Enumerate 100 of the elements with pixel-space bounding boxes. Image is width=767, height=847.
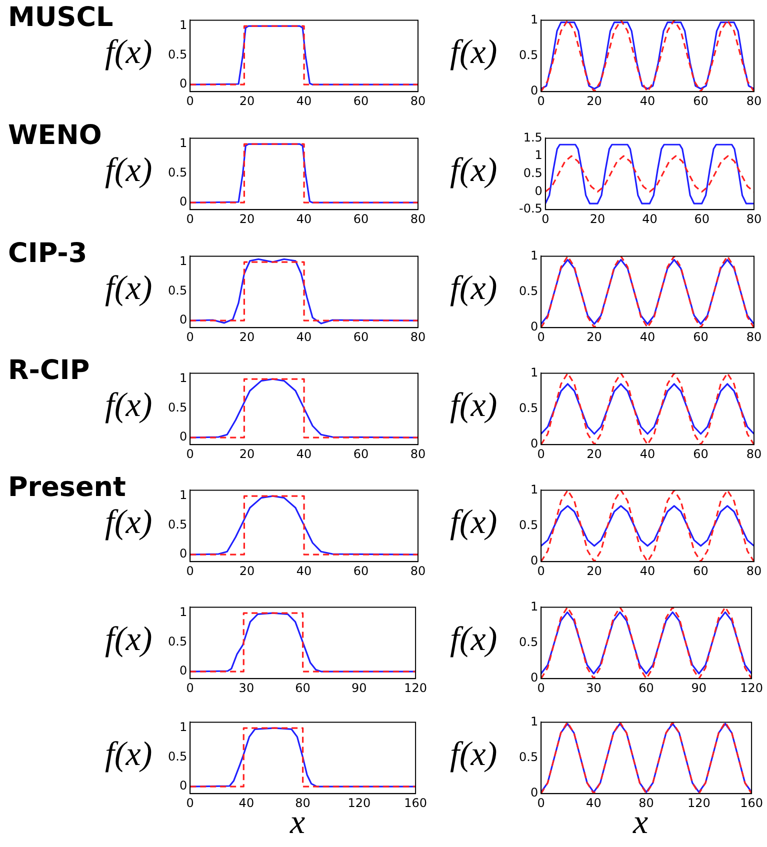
y-tick-label: 1 — [530, 12, 538, 26]
y-tick-label: 0.5 — [518, 284, 538, 298]
x-tick-label: 40 — [296, 212, 312, 226]
chart-title: WENO — [8, 120, 102, 151]
y-tick-label: 1 — [179, 371, 188, 386]
y-tick-label: 1 — [530, 365, 538, 380]
x-tick-label: 80 — [410, 212, 426, 226]
y-tick-label: 1 — [530, 714, 538, 728]
x-tick-label: 80 — [746, 446, 762, 461]
x-tick-label: 60 — [693, 446, 708, 461]
y-tick-label: 0 — [530, 436, 538, 451]
y-axis-title: f(x) — [105, 621, 152, 659]
x-tick-label: 40 — [642, 212, 658, 226]
chart-title: MUSCL — [8, 2, 114, 33]
y-tick-label: 0.5 — [168, 283, 188, 298]
x-tick-label: 80 — [746, 94, 762, 108]
x-tick-label: 40 — [296, 564, 312, 578]
y-axis-title: f(x) — [450, 152, 498, 190]
x-tick-label: 80 — [410, 94, 426, 108]
x-tick-label: 60 — [295, 680, 310, 695]
x-tick-label: 60 — [353, 330, 369, 344]
y-axis-title: f(x) — [105, 504, 152, 542]
y-tick-label: 0.5 — [518, 750, 538, 764]
y-axis-title: f(x) — [105, 270, 152, 308]
x-tick-label: 20 — [586, 94, 602, 108]
x-tick-label: 60 — [694, 212, 710, 226]
x-tick-label: 40 — [296, 94, 312, 108]
y-tick-label: 0 — [179, 194, 188, 209]
x-tick-label: 60 — [353, 94, 369, 108]
y-tick-label: 0 — [530, 786, 538, 800]
x-tick-label: 40 — [296, 330, 312, 344]
x-tick-label: 80 — [410, 446, 426, 461]
x-tick-label: 120 — [687, 796, 710, 810]
x-tick-label: 60 — [353, 212, 369, 226]
y-tick-label: 0.5 — [518, 48, 538, 62]
x-tick-label: 40 — [296, 446, 312, 461]
x-tick-label: 20 — [239, 564, 255, 578]
x-tick-label: 120 — [348, 796, 371, 810]
x-tick-label: 60 — [693, 564, 708, 578]
y-tick-label: 0.5 — [523, 166, 542, 180]
y-axis-title: f(x) — [105, 387, 152, 425]
y-tick-label: 0.5 — [518, 401, 538, 416]
y-axis-title: f(x) — [450, 621, 498, 659]
x-tick-label: 80 — [746, 212, 762, 226]
line-series — [541, 490, 754, 562]
y-axis-title: f(x) — [450, 736, 498, 774]
y-tick-label: 0.5 — [168, 165, 188, 180]
x-tick-label: 90 — [691, 680, 707, 695]
y-tick-label: 1 — [179, 136, 188, 150]
y-tick-label: 0 — [530, 670, 538, 685]
x-tick-label: 80 — [410, 330, 426, 344]
y-axis-title: f(x) — [450, 34, 498, 72]
y-tick-label: 0.5 — [518, 518, 538, 532]
x-tick-label: 40 — [640, 564, 656, 578]
x-tick-label: 20 — [239, 330, 255, 344]
y-tick-label: 0.5 — [518, 635, 538, 650]
y-tick-label: 0 — [534, 184, 542, 198]
y-tick-label: 1 — [179, 605, 188, 620]
y-tick-label: 0 — [179, 546, 188, 561]
y-axis-title: f(x) — [450, 270, 498, 308]
y-tick-label: 0.5 — [168, 634, 188, 648]
x-tick-label: 120 — [740, 680, 763, 695]
x-tick-label: 30 — [586, 680, 602, 695]
x-tick-label: 40 — [640, 330, 656, 344]
x-tick-label: 20 — [586, 330, 602, 344]
x-tick-label: 60 — [693, 330, 708, 344]
x-tick-label: 40 — [238, 796, 254, 810]
x-tick-label: 20 — [586, 446, 602, 461]
x-tick-label: 60 — [638, 680, 654, 695]
x-tick-label: 80 — [410, 564, 426, 578]
y-tick-label: 0 — [179, 76, 188, 91]
y-tick-label: 1 — [179, 720, 188, 734]
y-tick-label: 1 — [179, 18, 188, 32]
y-tick-label: 0.5 — [168, 749, 188, 764]
y-tick-label: 0 — [179, 312, 188, 327]
x-tick-label: 20 — [239, 446, 255, 461]
y-tick-label: 1 — [179, 488, 188, 502]
y-tick-label: 1 — [179, 254, 188, 268]
y-tick-label: 0 — [179, 778, 188, 793]
x-tick-label: 20 — [239, 94, 255, 108]
y-tick-label: 0.5 — [168, 47, 188, 62]
x-tick-label: 160 — [740, 796, 763, 810]
y-axis-title: f(x) — [105, 152, 152, 190]
x-tick-label: 20 — [590, 212, 606, 226]
y-axis-title: f(x) — [105, 736, 152, 774]
x-tick-label: 80 — [746, 330, 762, 344]
y-tick-label: 0.5 — [168, 517, 188, 532]
x-tick-label: 120 — [404, 680, 427, 695]
x-tick-label: 60 — [353, 446, 369, 461]
y-tick-label: 1 — [530, 482, 538, 496]
x-tick-label: 40 — [640, 446, 656, 461]
y-tick-label: 0 — [530, 320, 538, 334]
x-tick-label: 30 — [238, 680, 254, 695]
x-tick-label: 60 — [693, 94, 708, 108]
y-tick-label: -0.5 — [518, 202, 542, 216]
x-tick-label: 40 — [586, 796, 602, 810]
x-tick-label: 20 — [239, 212, 255, 226]
x-tick-label: 20 — [586, 564, 602, 578]
y-axis-title: f(x) — [450, 504, 498, 542]
x-tick-label: 160 — [404, 796, 427, 810]
